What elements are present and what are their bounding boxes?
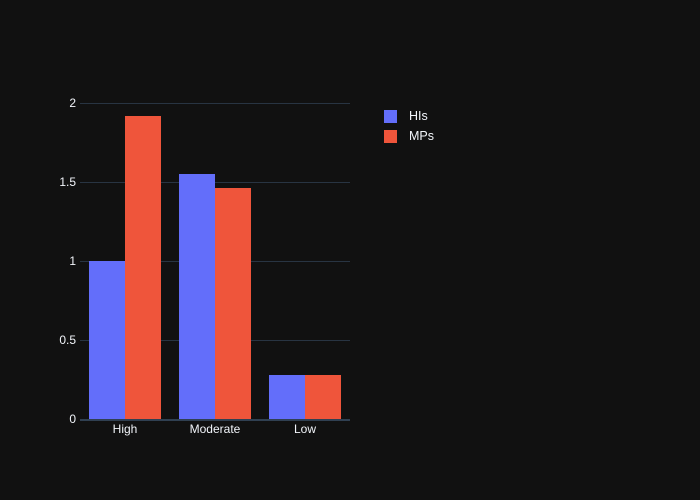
legend: HIs MPs [384,106,434,146]
x-tick-label-low: Low [293,422,316,436]
y-tick-label: 1 [69,254,76,268]
plot-area [80,103,350,421]
x-tick-label-moderate: Moderate [189,422,241,436]
bar-his-low[interactable] [269,374,305,419]
legend-label: MPs [409,129,434,143]
bar-his-high[interactable] [89,261,125,419]
legend-label: HIs [409,109,428,123]
gridline-2 [80,103,350,104]
y-tick-label: 0 [69,412,76,426]
legend-item-his[interactable]: HIs [384,106,434,126]
legend-swatch-mps [384,129,397,143]
bar-mps-high[interactable] [125,115,161,419]
bar-his-moderate[interactable] [179,174,215,419]
x-tick-label-high: High [112,422,138,436]
bar-mps-moderate[interactable] [215,188,251,419]
legend-item-mps[interactable]: MPs [384,126,434,146]
y-tick-label: 2 [69,96,76,110]
bar-mps-low[interactable] [305,374,341,419]
y-tick-label: 0.5 [59,333,76,347]
legend-swatch-his [384,109,397,123]
y-tick-label: 1.5 [59,175,76,189]
gridline-1.5 [80,182,350,183]
x-axis-line [80,419,350,421]
